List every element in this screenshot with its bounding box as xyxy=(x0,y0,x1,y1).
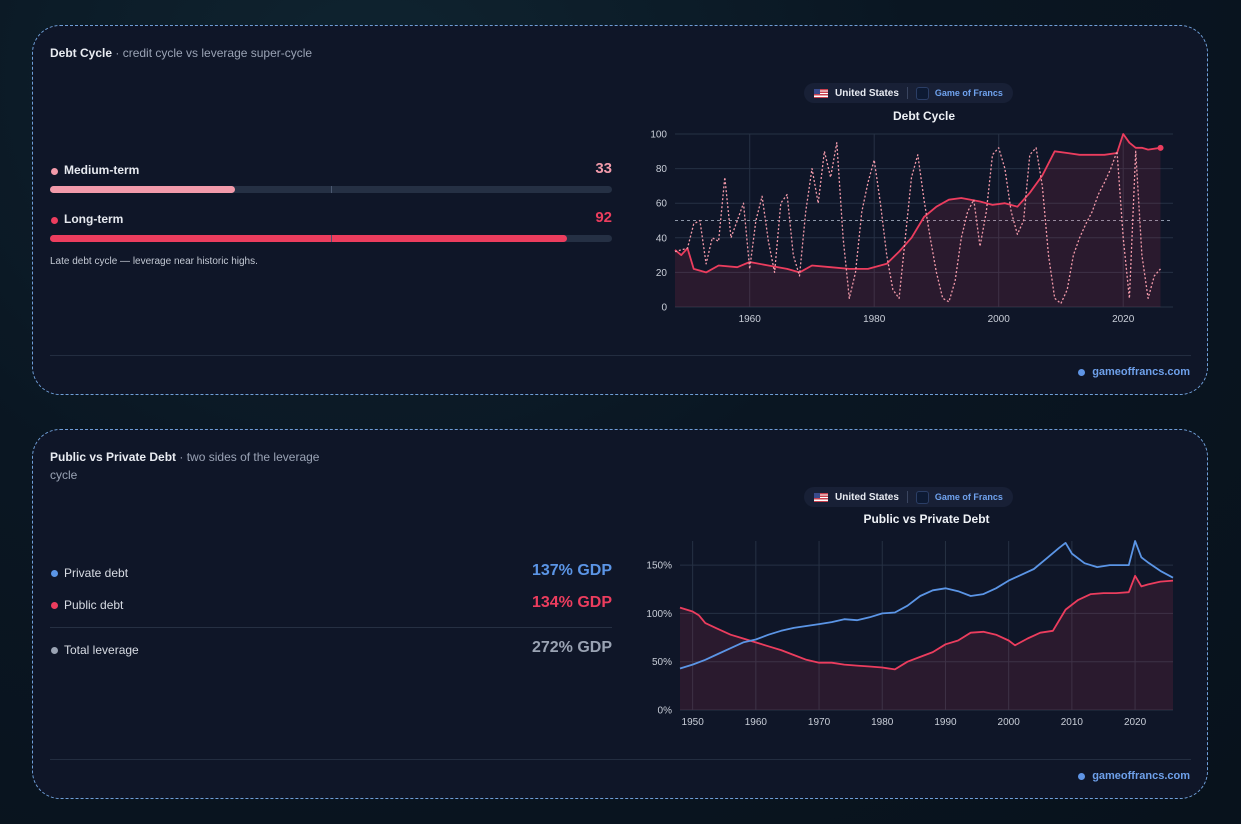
bar-midpoint xyxy=(331,186,332,193)
tab-label: United States xyxy=(835,87,899,99)
x-tick-label: 1960 xyxy=(739,314,762,325)
row-value: 137% GDP xyxy=(531,562,612,579)
metric-medium-term: Medium-term 33 xyxy=(50,160,612,193)
tab-label: United States xyxy=(835,491,899,503)
us-flag-icon xyxy=(814,492,828,502)
row-divider xyxy=(50,627,612,628)
y-tick-label: 100% xyxy=(646,609,672,620)
series-area xyxy=(675,134,1161,307)
x-tick-label: 2000 xyxy=(998,717,1021,728)
series-line xyxy=(679,574,1174,671)
total-leverage-dot-icon xyxy=(51,647,58,654)
tab-label: Game of Francs xyxy=(934,88,1003,98)
row-public-debt: Public debt 134% GDP xyxy=(50,591,612,623)
row-label: Total leverage xyxy=(64,643,139,657)
public-private-card: Public vs Private Debt · two sides of th… xyxy=(32,429,1208,799)
credit-text: gameoffrancs.com xyxy=(1092,366,1190,378)
y-tick-label: 150% xyxy=(646,561,672,572)
x-tick-label: 2020 xyxy=(1124,717,1147,728)
tab-divider xyxy=(906,491,908,503)
y-tick-label: 60 xyxy=(656,199,668,210)
series-line xyxy=(679,540,1174,670)
x-tick-label: 2000 xyxy=(988,314,1011,325)
x-tick-label: 2020 xyxy=(1112,314,1135,325)
long-term-bar-fill xyxy=(50,235,568,242)
tab-game-of-francs[interactable]: Game of Francs xyxy=(912,490,1007,504)
x-tick-label: 1970 xyxy=(808,717,831,728)
row-value: 134% GDP xyxy=(531,594,612,611)
credit-link[interactable]: gameoffrancs.com xyxy=(1078,366,1190,378)
tab-divider xyxy=(906,87,908,99)
card-subtitle: · two sides of the leverage cycle xyxy=(50,450,320,482)
metric-label: Medium-term xyxy=(64,163,140,177)
x-tick-label: 1980 xyxy=(871,717,894,728)
y-tick-label: 0 xyxy=(661,303,667,314)
tab-united-states[interactable]: United States xyxy=(810,88,903,99)
y-tick-label: 0% xyxy=(658,706,673,717)
public-private-chart: Public vs Private Debt 1950 1960 1970 1980 19… xyxy=(646,512,1174,728)
tab-game-of-francs[interactable]: Game of Francs xyxy=(912,86,1007,100)
series-line xyxy=(674,133,1161,274)
series-area xyxy=(680,575,1173,710)
metric-long-term: Long-term 92 xyxy=(50,209,612,242)
y-tick-label: 100 xyxy=(650,130,667,141)
credit-link[interactable]: gameoffrancs.com xyxy=(1078,770,1190,782)
public-debt-dot-icon xyxy=(51,602,58,609)
y-tick-label: 50% xyxy=(652,657,672,668)
metric-value: 92 xyxy=(595,209,612,226)
cycle-note: Late debt cycle — leverage near historic… xyxy=(50,256,258,267)
x-tick-label: 1980 xyxy=(863,314,886,325)
card-title-main: Debt Cycle xyxy=(50,46,113,60)
chart-tabs: United States Game of Francs xyxy=(804,487,1013,507)
y-tick-label: 20 xyxy=(656,268,668,279)
debt-breakdown: Private debt 137% GDP Public debt 134% G… xyxy=(50,559,612,668)
row-value: 272% GDP xyxy=(531,639,612,656)
series-end-point xyxy=(1157,144,1164,151)
footer-divider xyxy=(50,355,1191,356)
x-tick-label: 1950 xyxy=(682,717,705,728)
x-tick-label: 1990 xyxy=(934,717,957,728)
card-title-main: Public vs Private Debt xyxy=(50,450,177,464)
row-label: Private debt xyxy=(64,566,129,580)
chart-tabs: United States Game of Francs xyxy=(804,83,1013,103)
credit-dot-icon xyxy=(1078,772,1086,780)
card-subtitle: · credit cycle vs leverage super-cycle xyxy=(115,46,313,60)
tab-united-states[interactable]: United States xyxy=(810,492,903,503)
game-of-francs-logo-icon xyxy=(915,490,929,504)
credit-text: gameoffrancs.com xyxy=(1092,770,1190,782)
us-flag-icon xyxy=(814,88,828,98)
row-private-debt: Private debt 137% GDP xyxy=(50,559,612,591)
card-title: Debt Cycle · credit cycle vs leverage su… xyxy=(50,44,350,62)
debt-cycle-metrics: Medium-term 33 Long-term 92 Late debt cy… xyxy=(50,160,612,267)
card-title: Public vs Private Debt · two sides of th… xyxy=(50,448,350,484)
y-tick-label: 40 xyxy=(656,233,668,244)
medium-term-bar xyxy=(50,186,612,193)
x-tick-label: 1960 xyxy=(745,717,768,728)
medium-term-bar-fill xyxy=(50,186,236,193)
private-debt-dot-icon xyxy=(51,570,58,577)
row-label: Public debt xyxy=(64,598,124,612)
debt-cycle-chart: Debt Cycle 1960 1980 2000 2020 0 20 40 60 80 100 xyxy=(650,109,1173,325)
debt-cycle-card: Debt Cycle · credit cycle vs leverage su… xyxy=(32,25,1208,395)
game-of-francs-logo-icon xyxy=(915,86,929,100)
long-term-bar xyxy=(50,235,612,242)
y-tick-label: 80 xyxy=(656,164,668,175)
tab-label: Game of Francs xyxy=(934,492,1003,502)
long-term-dot-icon xyxy=(51,217,58,224)
credit-dot-icon xyxy=(1078,368,1086,376)
chart-title: Public vs Private Debt xyxy=(863,512,989,526)
medium-term-dot-icon xyxy=(51,168,58,175)
series-line xyxy=(674,142,1161,305)
footer-divider xyxy=(50,759,1191,760)
bar-midpoint xyxy=(331,235,332,242)
chart-title: Debt Cycle xyxy=(893,109,955,123)
metric-value: 33 xyxy=(595,160,612,177)
x-tick-label: 2010 xyxy=(1061,717,1084,728)
metric-label: Long-term xyxy=(64,212,124,226)
row-total-leverage: Total leverage 272% GDP xyxy=(50,636,612,668)
